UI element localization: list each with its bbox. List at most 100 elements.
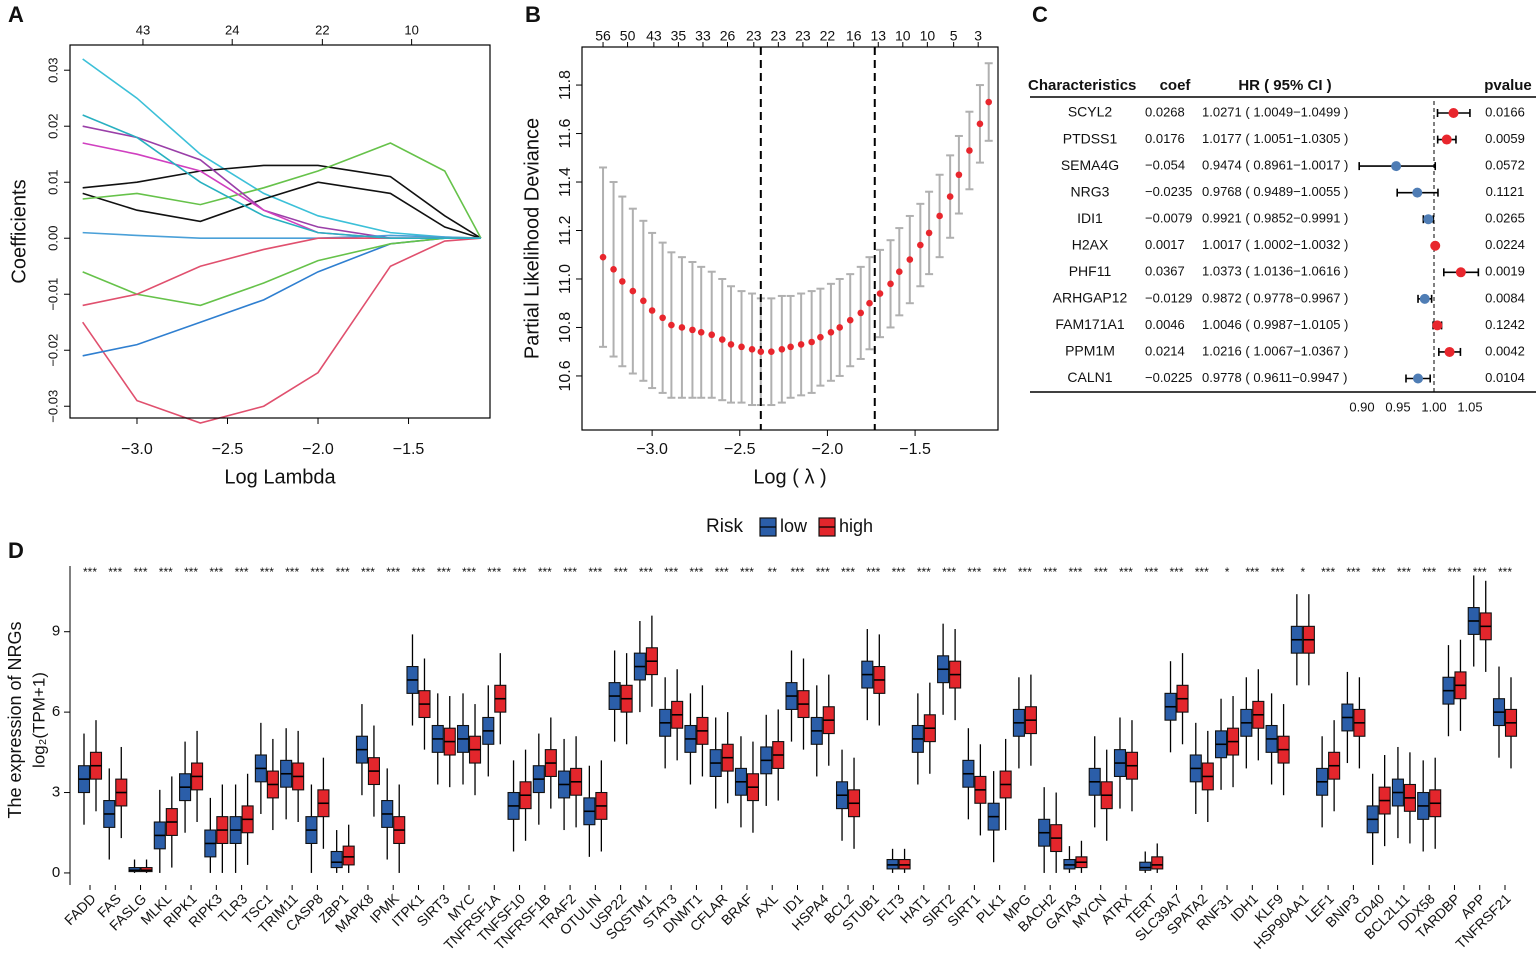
coef-value: −0.0235	[1145, 184, 1192, 199]
hr-point	[1423, 214, 1434, 225]
deviance-point	[697, 329, 705, 336]
hr-point	[1444, 346, 1455, 357]
y-tick-label: 0.02	[45, 114, 60, 139]
significance-label: ***	[1144, 565, 1158, 579]
hr-point	[1412, 187, 1423, 198]
top-tick-label: 23	[771, 28, 787, 44]
significance-label: ***	[1068, 565, 1082, 579]
y-tick-label: 6	[52, 703, 60, 720]
gene-name: H2AX	[1072, 236, 1109, 252]
significance-label: ***	[1245, 565, 1259, 579]
p-value: 0.0019	[1485, 264, 1525, 279]
y-tick-label: 0	[52, 864, 60, 881]
hr-value: 0.9872 ( 0.9778−0.9967 )	[1202, 290, 1348, 305]
hr-value: 1.0216 ( 1.0067−1.0367 )	[1202, 343, 1348, 358]
deviance-point	[689, 326, 696, 334]
coef-value: 0.0017	[1145, 237, 1185, 252]
hr-value: 0.9474 ( 0.8961−1.0017 )	[1202, 158, 1348, 173]
significance-label: ***	[1271, 565, 1285, 579]
coef-path	[82, 142, 482, 239]
gene-name: PTDSS1	[1063, 130, 1118, 146]
hr-point	[1430, 240, 1441, 251]
top-tick-label: 23	[746, 28, 762, 44]
significance-label: ***	[361, 565, 375, 579]
p-value: 0.0166	[1485, 104, 1525, 119]
coef-value: 0.0176	[1145, 131, 1185, 146]
coef-value: −0.054	[1145, 158, 1185, 173]
p-value: 0.0104	[1485, 370, 1525, 385]
top-tick-label: 56	[595, 28, 611, 44]
significance-label: ***	[108, 565, 122, 579]
y-tick-label: 0.01	[45, 170, 60, 195]
x-tick-label: 1.05	[1457, 399, 1482, 414]
deviance-point	[629, 287, 637, 295]
deviance-point	[768, 348, 775, 356]
y-axis-label: Partial Likelihood Deviance	[521, 118, 543, 359]
column-header: Characteristics	[1028, 77, 1136, 94]
y-tick-label: 11.0	[557, 264, 574, 294]
significance-label: ***	[563, 565, 577, 579]
x-tick-label: −2.5	[724, 441, 756, 458]
x-tick-label: −3.0	[636, 441, 668, 458]
significance-label: ***	[487, 565, 501, 579]
hr-point	[1391, 161, 1402, 172]
deviance-point	[757, 348, 765, 356]
y-tick-label: −0.03	[45, 390, 60, 423]
gene-name: PHF11	[1069, 263, 1112, 279]
deviance-point	[648, 307, 656, 314]
significance-label: ***	[917, 565, 931, 579]
x-tick-label: 0.95	[1385, 399, 1410, 414]
significance-label: ***	[1346, 565, 1360, 579]
x-tick-label: PLK1	[973, 890, 1009, 926]
gene-name: SEMA4G	[1061, 157, 1119, 173]
p-value: 0.1242	[1485, 317, 1525, 332]
significance-label: ***	[1094, 565, 1108, 579]
top-tick-label: 33	[695, 28, 711, 44]
p-value: 0.0059	[1485, 131, 1525, 146]
y-axis-label: The expression of NRGs	[5, 621, 25, 818]
significance-label: ***	[588, 565, 602, 579]
significance-label: ***	[159, 565, 173, 579]
hr-value: 1.0271 ( 1.0049−1.0499 )	[1202, 104, 1348, 119]
significance-label: ***	[411, 565, 425, 579]
p-value: 0.0265	[1485, 211, 1525, 226]
x-axis-label: Log Lambda	[224, 466, 336, 488]
hr-value: 0.9921 ( 0.9852−0.9991 )	[1202, 211, 1348, 226]
significance-label: ***	[892, 565, 906, 579]
significance-label: ***	[1170, 565, 1184, 579]
y-tick-label: 0.00	[45, 226, 60, 251]
coef-path	[82, 164, 482, 239]
x-tick-label: 0.90	[1349, 399, 1374, 414]
deviance-point	[797, 341, 805, 348]
gene-name: CALN1	[1067, 369, 1112, 385]
legend-label: low	[780, 516, 808, 536]
deviance-point	[857, 309, 865, 317]
significance-label: ***	[715, 565, 729, 579]
y-axis-label: Coefficients	[8, 179, 30, 283]
coef-value: −0.0129	[1145, 290, 1192, 305]
significance-label: ***	[1473, 565, 1487, 579]
p-value: 0.1121	[1486, 184, 1525, 199]
column-header: HR ( 95% CI )	[1238, 77, 1331, 94]
significance-label: ***	[1321, 565, 1335, 579]
deviance-point	[876, 290, 884, 297]
x-tick-label: −1.5	[393, 441, 425, 458]
significance-label: ***	[184, 565, 198, 579]
box	[1139, 861, 1152, 871]
y-tick-label: 11.8	[557, 70, 574, 100]
top-tick-label: 16	[846, 28, 862, 44]
deviance-point	[887, 280, 894, 288]
significance-label: ***	[1447, 565, 1461, 579]
deviance-point	[778, 345, 786, 353]
plot-frame	[69, 44, 491, 419]
significance-label: ***	[260, 565, 274, 579]
deviance-point	[817, 333, 824, 341]
gene-name: NRG3	[1071, 183, 1110, 199]
significance-label: ***	[134, 565, 148, 579]
y-tick-label: −0.02	[45, 334, 60, 367]
significance-label: ***	[513, 565, 527, 579]
x-tick-label: AXL	[751, 890, 781, 920]
box	[1151, 856, 1164, 870]
legend-title: Risk	[706, 516, 743, 537]
